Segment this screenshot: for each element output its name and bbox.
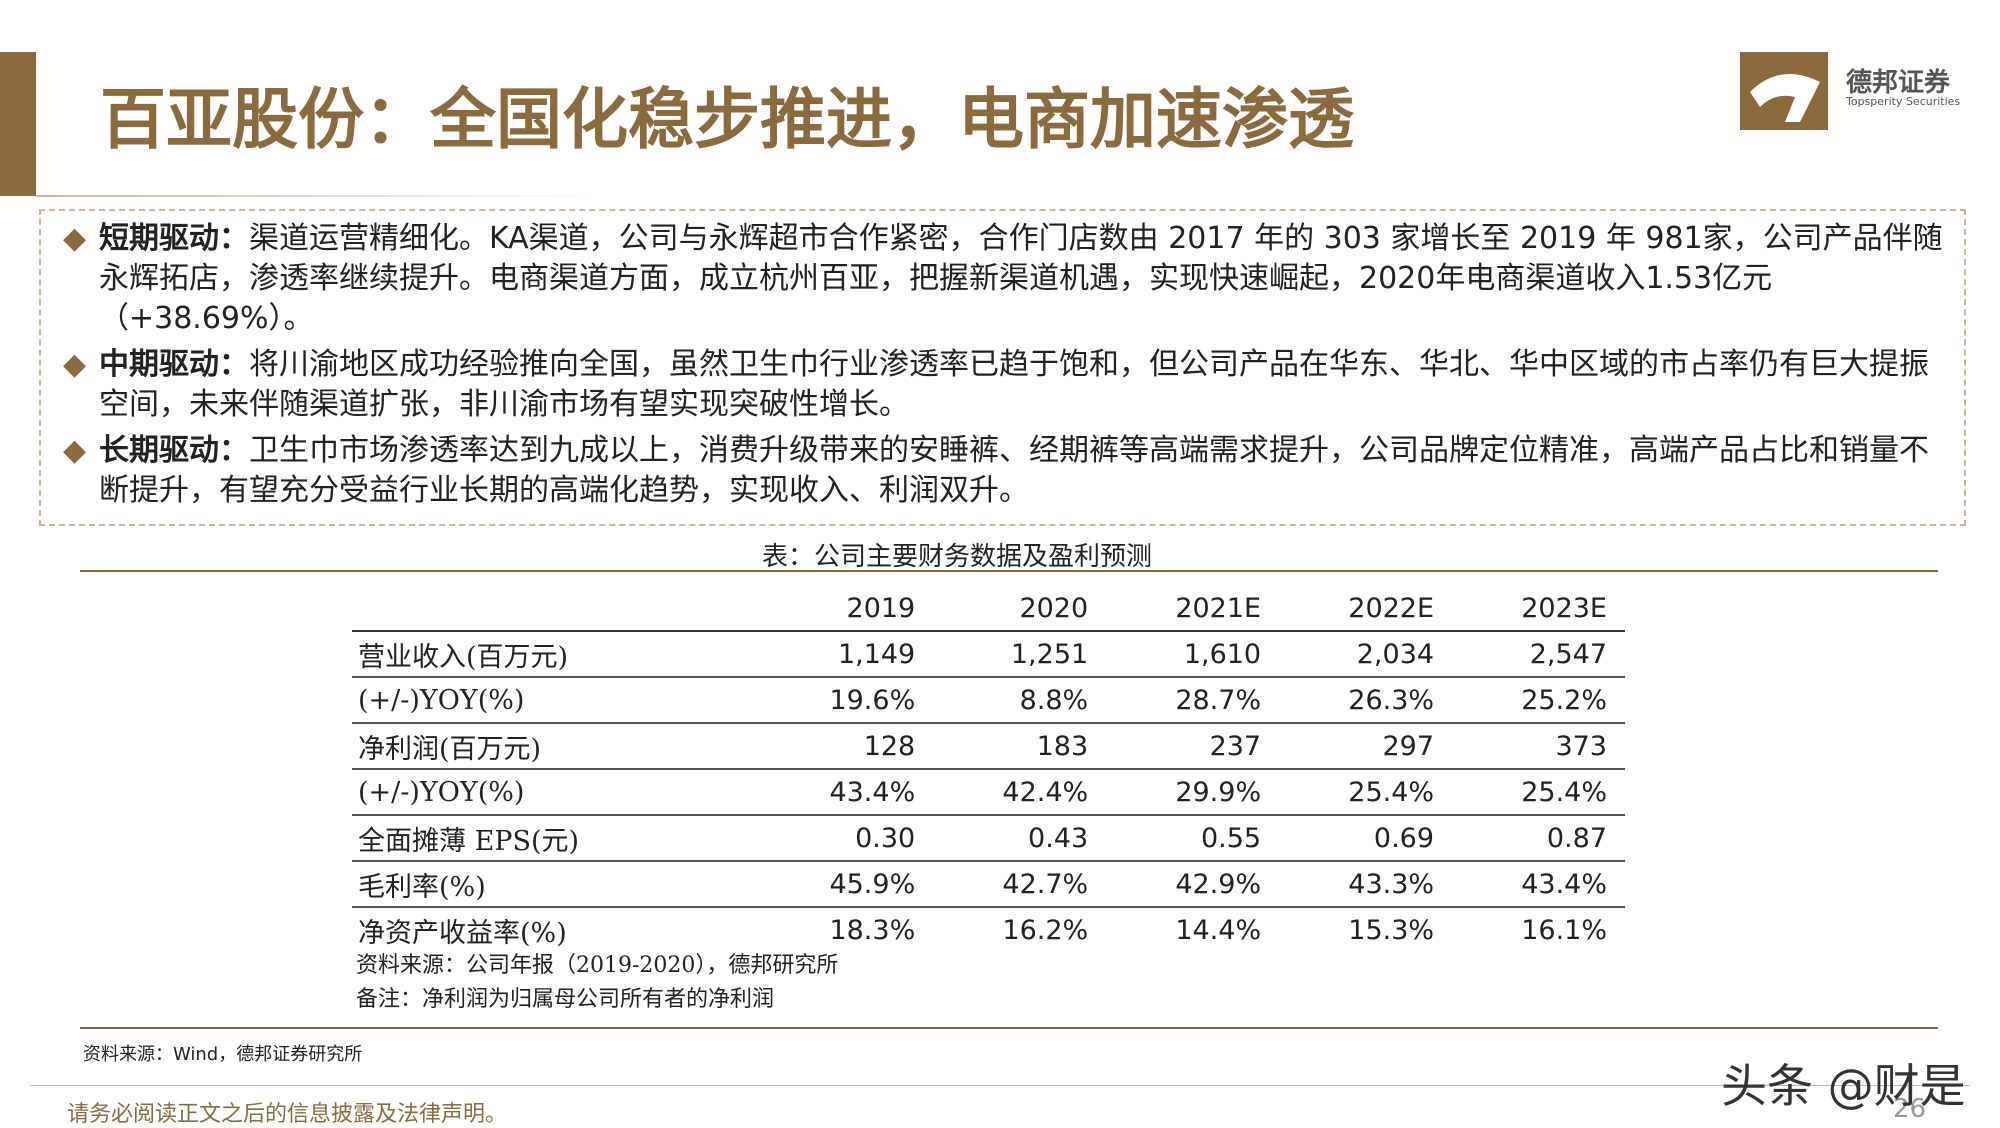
table-cell: 43.4% — [1452, 861, 1625, 908]
table-cell: 0.30 — [760, 815, 934, 862]
table-cell: 19.6% — [760, 677, 934, 724]
bullet: 短期驱动：渠道运营精细化。KA渠道，公司与永辉超市合作紧密，合作门店数由 201… — [63, 219, 1944, 339]
header-line — [36, 195, 596, 197]
table-cell: 1,610 — [1106, 631, 1280, 678]
table-cell: 15.3% — [1348, 914, 1435, 946]
table-cell: 43.4% — [760, 769, 934, 816]
table-cell: 2,547 — [1452, 631, 1625, 678]
table-note: 备注：净利润为归属母公司所有者的净利润 — [356, 987, 775, 1012]
table-cell: 28.7% — [1106, 677, 1280, 724]
watermark: 头条 @财是 — [1721, 1059, 1966, 1113]
table-cell: 16.1% — [1521, 914, 1607, 946]
row-label: (+/-)YOY(%) — [352, 769, 761, 816]
table-row: 营业收入(百万元) 1,149 1,251 1,610 2,034 2,547 — [352, 631, 1625, 678]
table-caption: 表：公司主要财务数据及盈利预测 — [762, 542, 1153, 572]
table-note: 资料来源：公司年报（2019-2020），德邦研究所 — [356, 953, 839, 978]
table-cell: 1,251 — [933, 631, 1107, 678]
logo-name: 德邦证券 — [1846, 68, 1951, 98]
table-cell: 0.87 — [1452, 815, 1625, 862]
table-row: (+/-)YOY(%) 19.6% 8.8% 28.7% 26.3% 25.2% — [352, 677, 1625, 724]
rule — [80, 570, 1938, 572]
table-cell: 0.43 — [933, 815, 1107, 862]
table-cell: 29.9% — [1106, 769, 1280, 816]
table-row: (+/-)YOY(%) 43.4% 42.4% 29.9% 25.4% 25.4% — [352, 769, 1625, 816]
table-cell: 25.4% — [1452, 769, 1625, 816]
bullet-label: 短期驱动： — [99, 221, 249, 256]
bullet-label: 中期驱动： — [99, 347, 249, 382]
page-number: 26 — [1893, 1094, 1927, 1124]
row-label: 净利润(百万元) — [352, 723, 761, 770]
table-cell: 42.7% — [933, 861, 1107, 908]
table-cell: 297 — [1279, 723, 1453, 770]
table-cell: 25.2% — [1452, 677, 1625, 724]
bullet: 中期驱动：将川渝地区成功经验推向全国，虽然卫生巾行业渗透率已趋于饱和，但公司产品… — [63, 345, 1944, 425]
bullet-box: 短期驱动：渠道运营精细化。KA渠道，公司与永辉超市合作紧密，合作门店数由 201… — [39, 209, 1966, 526]
header-row: 2019 2020 2021E 2022E 2023E — [352, 586, 1625, 632]
header-cell: 2021E — [1106, 586, 1280, 632]
table-cell: 1,149 — [760, 631, 934, 678]
table-row: 毛利率(%) 45.9% 42.7% 42.9% 43.3% 43.4% — [352, 861, 1625, 908]
table-cell: 45.9% — [760, 861, 934, 908]
financial-table: 2019 2020 2021E 2022E 2023E 营业收入(百万元) 1,149 1,2… — [352, 586, 1625, 952]
table-cell: 183 — [933, 723, 1107, 770]
table-cell: 16.2% — [1002, 914, 1089, 946]
header-bar — [0, 52, 36, 196]
table-cell: 18.3% — [829, 914, 916, 946]
rule — [80, 1027, 1938, 1029]
row-label: 净资产收益率(%) — [358, 917, 567, 949]
table-cell: 373 — [1452, 723, 1625, 770]
header-cell: 2020 — [933, 586, 1107, 632]
table-cell: 26.3% — [1279, 677, 1453, 724]
table-cell: 0.69 — [1279, 815, 1453, 862]
bullet-text: 卫生巾市场渗透率达到九成以上，消费升级带来的安睡裤、经期裤等高端需求提升，公司品… — [99, 433, 1929, 508]
header-cell — [352, 586, 761, 632]
table-cell: 42.4% — [933, 769, 1107, 816]
table-row: 全面摊薄 EPS(元) 0.30 0.43 0.55 0.69 0.87 — [352, 815, 1625, 862]
table-cell: 128 — [760, 723, 934, 770]
bullet-text: 将川渝地区成功经验推向全国，虽然卫生巾行业渗透率已趋于饱和，但公司产品在华东、华… — [99, 347, 1929, 422]
row-label: 营业收入(百万元) — [352, 631, 761, 678]
table-cell: 25.4% — [1279, 769, 1453, 816]
logo-sub: Topsperity Securities — [1846, 95, 1961, 108]
table-cell: 42.9% — [1106, 861, 1280, 908]
rule — [30, 1085, 1970, 1086]
table-row: 净利润(百万元) 128 183 237 297 373 — [352, 723, 1625, 770]
logo-icon — [1740, 52, 1828, 130]
header-cell: 2023E — [1452, 586, 1625, 632]
header-cell: 2019 — [760, 586, 934, 632]
source: 资料来源：Wind，德邦证券研究所 — [83, 1044, 363, 1065]
row-label: 全面摊薄 EPS(元) — [352, 815, 761, 862]
table-cell: 2,034 — [1279, 631, 1453, 678]
table-row: 净资产收益率(%) 18.3% 16.2% 14.4% 15.3% 16.1% — [352, 907, 1625, 952]
row-label: 毛利率(%) — [352, 861, 761, 908]
bullet-text: 渠道运营精细化。KA渠道，公司与永辉超市合作紧密，合作门店数由 2017 年的 … — [99, 221, 1943, 336]
header-cell: 2022E — [1279, 586, 1453, 632]
bullet-label: 长期驱动： — [99, 433, 249, 468]
table-cell: 43.3% — [1279, 861, 1453, 908]
row-label: (+/-)YOY(%) — [352, 677, 761, 724]
table-cell: 14.4% — [1175, 914, 1262, 946]
table-cell: 0.55 — [1106, 815, 1280, 862]
table-cell: 8.8% — [933, 677, 1107, 724]
bullet: 长期驱动：卫生巾市场渗透率达到九成以上，消费升级带来的安睡裤、经期裤等高端需求提… — [63, 431, 1944, 511]
disclaimer: 请务必阅读正文之后的信息披露及法律声明。 — [67, 1102, 508, 1127]
title: 百亚股份：全国化稳步推进，电商加速渗透 — [100, 81, 1354, 158]
table-cell: 237 — [1106, 723, 1280, 770]
